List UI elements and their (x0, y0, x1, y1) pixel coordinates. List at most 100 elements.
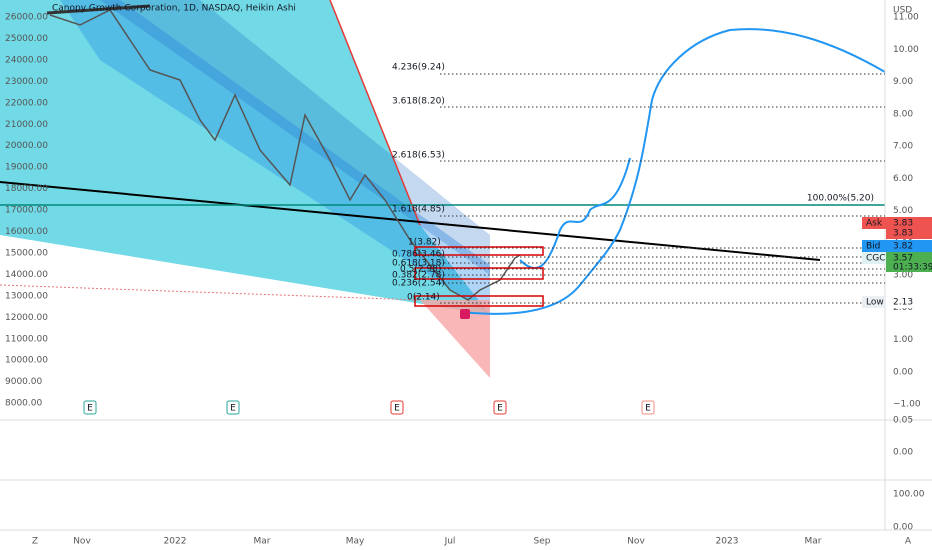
price-tag-label: CGC (866, 254, 886, 264)
pane-axis-label: 0.00 (893, 448, 913, 458)
left-axis-label: 16000.00 (5, 227, 48, 237)
price-tag-label: Low (866, 298, 884, 308)
left-axis-label: 13000.00 (5, 291, 48, 301)
parallel-channel-inner (100, 0, 490, 275)
x-axis-label: 2022 (164, 537, 187, 547)
axis-unit: USD (893, 6, 912, 16)
left-axis-label: 14000.00 (5, 270, 48, 280)
left-axis-label: 11000.00 (5, 334, 48, 344)
left-axis-label: 22000.00 (5, 98, 48, 108)
trend-line (0, 181, 821, 261)
left-axis-label: 12000.00 (5, 313, 48, 323)
left-axis-label: 25000.00 (5, 34, 48, 44)
zone-box (414, 246, 544, 256)
right-axis-label: 5.00 (893, 206, 913, 216)
price-tag-timer-bg (886, 262, 932, 272)
right-axis-label: 1.00 (893, 335, 913, 345)
fib-label: 0.786(3.46) (392, 250, 445, 260)
price-tag-label: Ask (866, 219, 883, 229)
right-axis-label: 3.00 (893, 271, 913, 281)
price-series (49, 9, 521, 301)
fib-label: 0.618(3.18) (392, 259, 445, 269)
price-tag-value: 3.82 (893, 242, 913, 252)
earnings-icon-label: E (645, 404, 651, 414)
fib-label: 4.236(9.24) (392, 63, 445, 73)
left-axis-label: 21000.00 (5, 120, 48, 130)
pane-axis-label: 100.00 (893, 490, 925, 500)
pane-axis-label: 0.05 (893, 416, 913, 426)
x-axis-label: Jul (444, 537, 456, 547)
price-tag-timer: 01:33:39 (893, 263, 932, 273)
x-axis-label: Mar (254, 537, 271, 547)
right-axis-label: 10.00 (893, 45, 919, 55)
price-tag-value-bg (886, 296, 932, 308)
price-tag-value: 2.13 (893, 298, 913, 308)
corner-button[interactable]: Z (32, 537, 38, 547)
right-axis-label: 11.00 (893, 13, 919, 23)
parallel-channel (60, 0, 490, 315)
left-axis-label: 18000.00 (5, 184, 48, 194)
left-axis-label: 23000.00 (5, 77, 48, 87)
zone-box (414, 267, 544, 280)
left-axis-label: 8000.00 (5, 399, 42, 409)
price-tag-value: 3.83 (893, 229, 913, 239)
price-tag-value: 3.83 (893, 219, 913, 229)
left-axis-label: 10000.00 (5, 356, 48, 366)
regression-channel (0, 0, 490, 315)
channel-label: 100.00%(5.20) (807, 194, 874, 204)
right-axis-label: 6.00 (893, 174, 913, 184)
price-tag (862, 240, 886, 252)
price-tag-value-bg (886, 227, 932, 239)
left-axis-label: 15000.00 (5, 248, 48, 258)
x-axis-label: 2023 (716, 537, 739, 547)
earnings-icon (83, 400, 97, 415)
price-tag (862, 296, 886, 308)
price-tag (862, 252, 886, 264)
right-axis-label: 9.00 (893, 77, 913, 87)
right-axis-label: −1.00 (893, 400, 921, 410)
left-axis-label: 26000.00 (5, 13, 48, 23)
projection-area (420, 300, 490, 378)
pane-axis-label: 0.00 (893, 523, 913, 533)
price-tag-label: Bid (866, 242, 880, 252)
left-axis-label: 19000.00 (5, 163, 48, 173)
left-axis-label: 24000.00 (5, 55, 48, 65)
earnings-icon-label: E (87, 404, 93, 414)
x-axis-label: Mar (805, 537, 822, 547)
fib-label: 1.618(4.85) (392, 205, 445, 215)
left-axis-label: 17000.00 (5, 206, 48, 216)
fib-label: 0.236(2.54) (392, 279, 445, 289)
marker (460, 309, 470, 319)
earnings-icon-label: E (497, 404, 503, 414)
earnings-icon (493, 400, 507, 415)
fib-label: 0.382(2.78) (392, 271, 445, 281)
fib-label: 1(3.82) (408, 238, 441, 248)
earnings-icon-label: E (230, 404, 236, 414)
forecast-curve-2 (519, 157, 631, 270)
x-axis-label: Nov (627, 537, 645, 547)
fib-label: 0(2.14) (407, 293, 440, 303)
right-axis-label: 8.00 (893, 109, 913, 119)
trend-line-red (329, 0, 421, 226)
x-axis-label: Nov (73, 537, 91, 547)
earnings-icon-label: E (394, 404, 400, 414)
right-axis-label: 0.00 (893, 367, 913, 377)
left-axis-label: 9000.00 (5, 377, 42, 387)
fib-label: 3.618(8.20) (392, 97, 445, 107)
fib-label: 0.5(2.98) (400, 265, 441, 275)
forecast-curve (461, 28, 886, 315)
earnings-icon (390, 400, 404, 415)
x-axis-label: May (346, 537, 365, 547)
earnings-icon (226, 400, 240, 415)
trend-line-top (46, 4, 151, 15)
price-tag-value-bg (886, 252, 932, 264)
chart-title: Canopy Growth Corporation, 1D, NASDAQ, H… (52, 4, 296, 14)
zone-box (414, 295, 544, 307)
corner-button[interactable]: A (905, 537, 912, 547)
right-axis-label: 7.00 (893, 142, 913, 152)
price-tag (862, 217, 886, 229)
earnings-icon (641, 400, 655, 415)
x-axis-label: Sep (534, 537, 551, 547)
fib-label: 2.618(6.53) (392, 151, 445, 161)
